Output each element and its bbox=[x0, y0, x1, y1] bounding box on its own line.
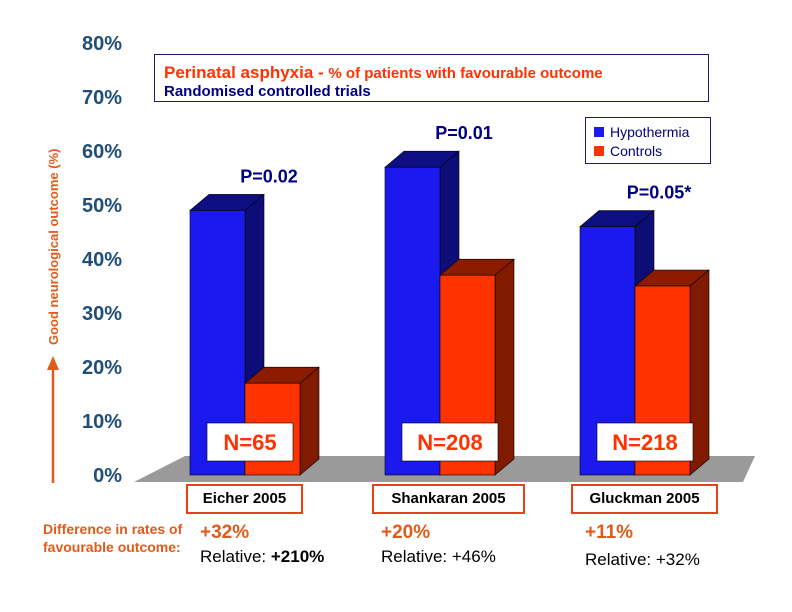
y-tick-label: 10% bbox=[82, 411, 122, 433]
difference-relative-gluckman: Relative: +32% bbox=[585, 550, 700, 570]
study-label-eicher: Eicher 2005 bbox=[186, 484, 303, 514]
p-value-label: P=0.05* bbox=[627, 183, 692, 203]
legend: Hypothermia Controls bbox=[585, 117, 711, 164]
chart-title-sub: % of patients with favourable outcome bbox=[328, 65, 603, 82]
n-label: N=208 bbox=[417, 430, 482, 455]
difference-absolute-shankaran: +20% bbox=[381, 522, 431, 543]
y-tick-label: 50% bbox=[82, 195, 122, 217]
relative-value: +32% bbox=[655, 550, 700, 569]
y-tick-label: 30% bbox=[82, 303, 122, 325]
relative-prefix: Relative: bbox=[200, 547, 267, 566]
y-axis-arrow-head bbox=[47, 356, 59, 370]
p-value-label: P=0.01 bbox=[435, 123, 493, 143]
legend-item-controls: Controls bbox=[594, 143, 662, 159]
difference-label: Difference in rates of favourable outcom… bbox=[43, 521, 183, 555]
difference-relative-shankaran: Relative: +46% bbox=[381, 547, 496, 567]
p-value-label: P=0.02 bbox=[240, 166, 298, 186]
legend-label-controls: Controls bbox=[610, 143, 663, 159]
chart-title: Perinatal asphyxia - % of patients with … bbox=[164, 63, 603, 83]
y-tick-label: 40% bbox=[82, 249, 122, 271]
difference-absolute-eicher: +32% bbox=[200, 522, 250, 543]
n-label: N=65 bbox=[223, 430, 276, 455]
chart-title-main: Perinatal asphyxia - bbox=[164, 63, 324, 82]
n-label-box bbox=[401, 422, 499, 462]
relative-prefix: Relative: bbox=[585, 550, 652, 569]
study-label-gluckman: Gluckman 2005 bbox=[571, 484, 718, 514]
chart-subtitle: Randomised controlled trials bbox=[164, 83, 371, 100]
legend-label-hypothermia: Hypothermia bbox=[610, 124, 690, 140]
relative-value: +46% bbox=[451, 547, 496, 566]
y-tick-label: 70% bbox=[82, 87, 122, 109]
relative-value: +210% bbox=[270, 547, 325, 566]
n-label: N=218 bbox=[612, 430, 677, 455]
difference-absolute-gluckman: +11% bbox=[585, 522, 634, 543]
y-tick-label: 0% bbox=[93, 465, 122, 487]
legend-swatch-controls bbox=[594, 146, 604, 156]
difference-relative-eicher: Relative: +210% bbox=[200, 547, 324, 567]
relative-prefix: Relative: bbox=[381, 547, 448, 566]
y-tick-label: 20% bbox=[82, 357, 122, 379]
n-label-box bbox=[206, 422, 294, 462]
y-tick-label: 80% bbox=[82, 33, 122, 55]
y-tick-label: 60% bbox=[82, 141, 122, 163]
n-label-box bbox=[596, 422, 694, 462]
bar-controls-eicher-side bbox=[299, 366, 320, 476]
legend-item-hypothermia: Hypothermia bbox=[594, 124, 689, 140]
chart-title-box: Perinatal asphyxia - % of patients with … bbox=[154, 54, 709, 102]
legend-swatch-hypothermia bbox=[594, 127, 604, 137]
y-axis-label: Good neurological outcome (%) bbox=[46, 149, 61, 345]
study-label-shankaran: Shankaran 2005 bbox=[372, 484, 525, 514]
